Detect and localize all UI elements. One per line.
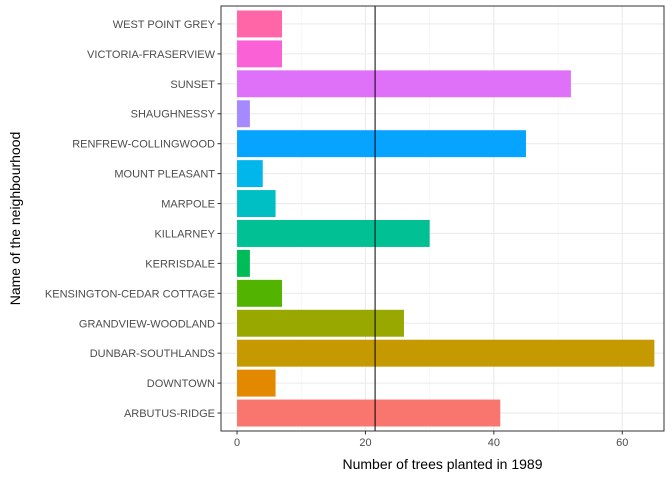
y-tick-label: KENSINGTON-CEDAR COTTAGE [45,288,215,300]
bars [237,10,655,427]
y-tick-label: KILLARNEY [154,228,215,240]
bar-sunset [237,70,571,98]
y-tick-label: SHAUGHNESSY [131,109,216,121]
bar-shaughnessy [237,100,250,128]
bar-renfrew-collingwood [237,130,526,158]
x-tick-label: 60 [616,437,628,449]
bar-mount-pleasant [237,160,263,188]
bar-grandview-woodland [237,309,404,337]
y-tick-label: MARPOLE [161,199,215,211]
y-axis-ticks: ARBUTUS-RIDGE DOWNTOWN DUNBAR-SOUTHLANDS GR… [45,19,221,420]
y-tick-label: ARBUTUS-RIDGE [124,408,215,420]
panel-border [220,5,665,432]
y-tick-label: MOUNT PLEASANT [114,169,215,181]
bar-kerrisdale [237,249,250,277]
y-tick-label: SUNSET [170,79,215,91]
bar-downtown [237,369,276,397]
bar-west-point-grey [237,10,282,38]
x-tick-label: 0 [234,437,240,449]
y-tick-label: RENFREW-COLLINGWOOD [72,139,215,151]
bar-dunbar-southlands [237,339,655,367]
y-tick-label: WEST POINT GREY [113,19,216,31]
bar-arbutus-ridge [237,399,501,427]
y-axis-title: Name of the neighbourhood [7,132,23,306]
x-tick-label: 20 [359,437,371,449]
y-tick-label: GRANDVIEW-WOODLAND [79,318,215,330]
x-axis-ticks: 0 20 40 60 [234,431,628,449]
y-tick-label: VICTORIA-FRASERVIEW [87,49,216,61]
y-tick-label: DUNBAR-SOUTHLANDS [90,348,215,360]
y-tick-label: DOWNTOWN [147,378,215,390]
bar-kensington-cedar-cottage [237,279,282,307]
x-tick-label: 40 [488,437,500,449]
x-axis-title: Number of trees planted in 1989 [342,456,542,472]
bar-marpole [237,190,276,218]
bar-killarney [237,219,430,247]
bar-victoria-fraserview [237,40,282,68]
y-tick-label: KERRISDALE [145,258,215,270]
